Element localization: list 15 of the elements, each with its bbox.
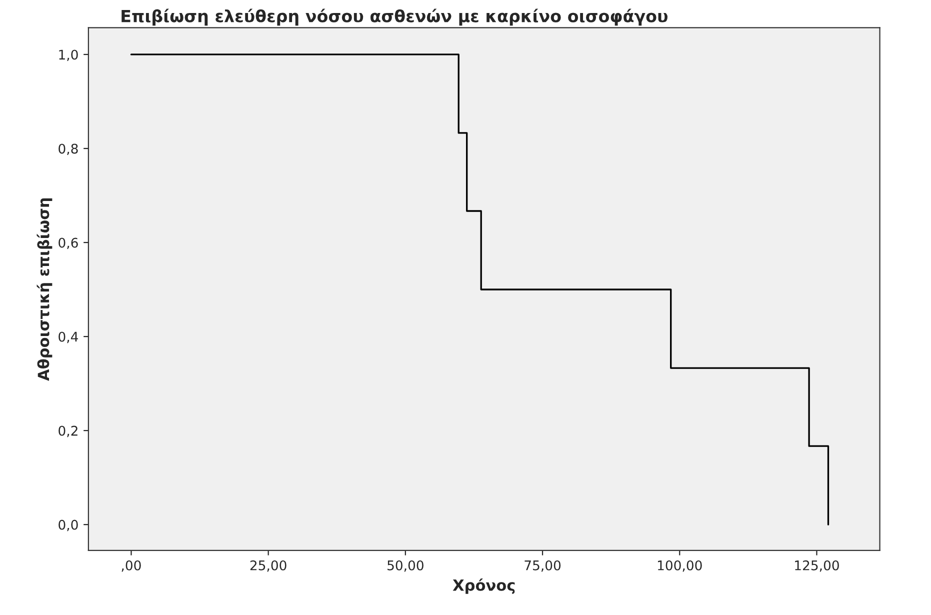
x-tick-label: ,00 (122, 560, 141, 572)
y-tick-label: 0,2 (58, 426, 78, 438)
y-tick-label: 0,4 (58, 332, 78, 344)
x-tick-label: 100,00 (658, 560, 702, 572)
x-tick-label: 75,00 (524, 560, 561, 572)
x-axis-title: Χρόνος (452, 578, 515, 594)
y-axis-title: Αθροιστική επιβίωση (36, 198, 52, 381)
y-tick-label: 1,0 (59, 50, 78, 62)
x-tick-label: 25,00 (250, 560, 286, 572)
y-tick-label: 0,8 (58, 144, 78, 156)
y-tick-label: 0,6 (58, 238, 78, 250)
chart-title: Επιβίωση ελεύθερη νόσου ασθενών με καρκίνο οισοφάγου (122, 8, 668, 26)
x-tick-label: 125,00 (795, 560, 839, 572)
y-tick-label: 0,0 (58, 520, 78, 532)
x-tick-label: 50,00 (388, 560, 424, 572)
